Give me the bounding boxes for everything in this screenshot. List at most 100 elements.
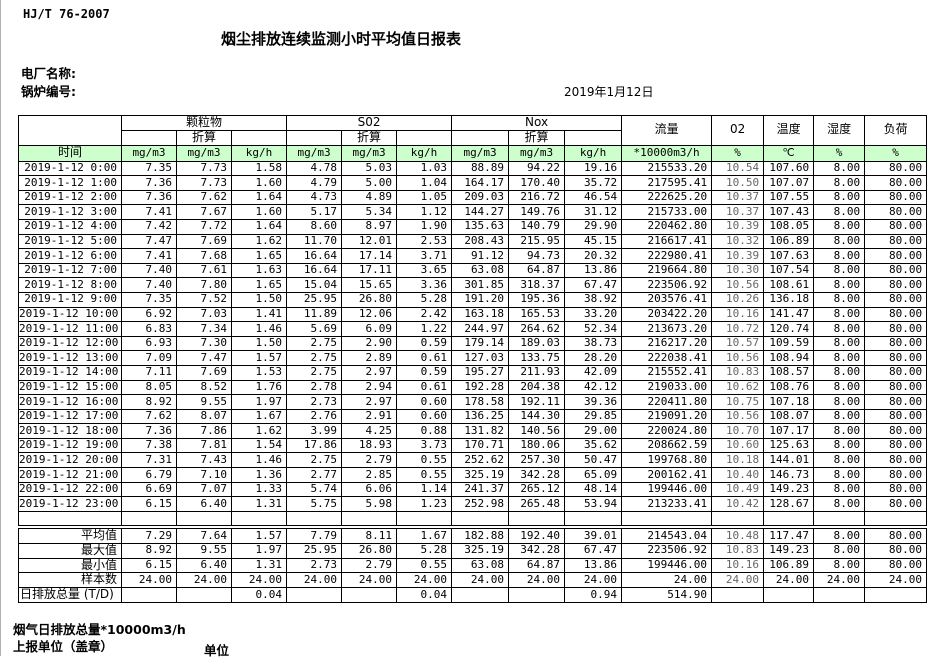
time-cell: 2019-1-12 8:00 bbox=[18, 277, 122, 293]
time-cell: 2019-1-12 6:00 bbox=[18, 248, 122, 264]
data-cell: 216.72 bbox=[508, 189, 566, 206]
empty-cell bbox=[864, 510, 928, 527]
time-cell: 2019-1-12 7:00 bbox=[18, 262, 122, 279]
summary-cell: 24.00 bbox=[176, 572, 232, 589]
data-cell: 8.00 bbox=[813, 218, 866, 235]
data-cell: 10.49 bbox=[711, 481, 765, 498]
unit-label: 单位 bbox=[204, 643, 230, 658]
data-cell: 1.33 bbox=[230, 481, 288, 498]
data-cell: 144.01 bbox=[763, 452, 815, 469]
table-row: 2019-1-12 6:00 7.41 7.68 1.65 16.64 17.14 3.71… bbox=[18, 248, 928, 264]
data-cell: 8.00 bbox=[813, 204, 866, 220]
data-cell: 7.81 bbox=[176, 437, 232, 454]
data-cell: 1.53 bbox=[230, 364, 288, 381]
summary-cell: 80.00 bbox=[864, 528, 927, 544]
data-cell: 7.36 bbox=[121, 189, 177, 206]
data-cell: 203422.20 bbox=[621, 306, 713, 323]
data-cell: 7.31 bbox=[121, 452, 177, 469]
time-cell: 2019-1-12 15:00 bbox=[18, 379, 122, 396]
data-cell: 7.73 bbox=[176, 160, 232, 177]
empty-cell bbox=[763, 510, 815, 527]
data-cell: 107.63 bbox=[763, 248, 815, 264]
data-cell: 1.64 bbox=[230, 189, 288, 206]
data-cell: 8.00 bbox=[813, 496, 866, 512]
summary-cell: 192.40 bbox=[508, 528, 565, 544]
data-cell: 11.89 bbox=[286, 306, 343, 323]
time-cell: 2019-1-12 16:00 bbox=[18, 394, 122, 410]
data-cell: 80.00 bbox=[864, 496, 928, 512]
data-cell: 8.52 bbox=[176, 379, 232, 396]
empty-cell bbox=[564, 510, 623, 527]
empty-cell bbox=[121, 510, 177, 527]
data-cell: 7.41 bbox=[121, 248, 177, 264]
data-cell: 80.00 bbox=[864, 379, 928, 396]
data-cell: 80.00 bbox=[864, 467, 928, 483]
data-cell: 1.60 bbox=[230, 175, 288, 191]
summary-row: 最小值 6.15 6.40 1.31 2.73 2.79 0.55 63.08 64.87 13.… bbox=[18, 557, 927, 574]
data-cell: 1.03 bbox=[396, 160, 453, 177]
data-cell: 208.43 bbox=[451, 233, 510, 250]
table-row: 2019-1-12 14:00 7.11 7.69 1.53 2.75 2.97 0.59 1… bbox=[18, 364, 928, 381]
data-cell: 7.35 bbox=[121, 291, 177, 308]
data-cell: 7.38 bbox=[121, 437, 177, 454]
data-cell: 19.16 bbox=[564, 160, 623, 177]
summary-cell: 24.00 bbox=[711, 572, 764, 589]
data-cell: 80.00 bbox=[864, 306, 928, 323]
data-cell: 127.03 bbox=[451, 350, 510, 366]
data-cell: 195.36 bbox=[508, 291, 566, 308]
data-cell: 219091.20 bbox=[621, 408, 713, 425]
unit-humidity-percent: % bbox=[813, 144, 866, 162]
data-cell: 7.42 bbox=[121, 218, 177, 235]
data-cell: 1.90 bbox=[396, 218, 453, 235]
data-cell: 209.03 bbox=[451, 189, 510, 206]
summary-cell: 24.00 bbox=[231, 572, 287, 589]
data-cell: 80.00 bbox=[864, 394, 928, 410]
subheader-converted-nox: 折算 bbox=[508, 129, 566, 146]
boiler-number-label: 锅炉编号: bbox=[21, 84, 76, 99]
data-cell: 1.04 bbox=[396, 175, 453, 191]
data-cell: 7.36 bbox=[121, 423, 177, 439]
data-cell: 10.56 bbox=[711, 277, 765, 293]
summary-cell: 8.11 bbox=[341, 528, 397, 544]
time-cell: 2019-1-12 4:00 bbox=[18, 218, 122, 235]
summary-cell bbox=[286, 587, 342, 603]
summary-label: 样本数 bbox=[18, 572, 122, 589]
data-cell: 318.37 bbox=[508, 277, 566, 293]
table-row: 2019-1-12 9:00 7.35 7.52 1.50 25.95 26.80 5.28… bbox=[18, 291, 928, 308]
summary-cell: 5.28 bbox=[396, 542, 452, 559]
summary-cell: 24.00 bbox=[121, 572, 177, 589]
empty-cell bbox=[451, 510, 510, 527]
summary-cell: 24.00 bbox=[564, 572, 622, 589]
unit-flow: *10000m3/h bbox=[621, 144, 713, 162]
data-cell: 7.68 bbox=[176, 248, 232, 264]
data-cell: 2.77 bbox=[286, 467, 343, 483]
data-cell: 2.97 bbox=[341, 394, 398, 410]
data-cell: 170.40 bbox=[508, 175, 566, 191]
table-row: 2019-1-12 21:00 6.79 7.10 1.36 2.77 2.85 0.55 3… bbox=[18, 467, 928, 483]
data-cell: 222980.41 bbox=[621, 248, 713, 264]
data-cell: 135.63 bbox=[451, 218, 510, 235]
col-group-particulate: 颗粒物 bbox=[120, 115, 288, 131]
data-cell: 1.12 bbox=[396, 204, 453, 220]
time-cell: 2019-1-12 22:00 bbox=[18, 481, 122, 498]
data-cell: 80.00 bbox=[864, 423, 928, 439]
data-cell: 16.64 bbox=[286, 262, 343, 279]
summary-label: 平均值 bbox=[18, 528, 122, 544]
data-cell: 5.34 bbox=[341, 204, 398, 220]
data-cell: 0.59 bbox=[396, 335, 453, 352]
data-cell: 213233.41 bbox=[621, 496, 713, 512]
data-cell: 7.86 bbox=[176, 423, 232, 439]
summary-cell bbox=[341, 587, 397, 603]
data-cell: 0.59 bbox=[396, 364, 453, 381]
data-cell: 7.10 bbox=[176, 467, 232, 483]
data-cell: 7.09 bbox=[121, 350, 177, 366]
data-cell: 7.03 bbox=[176, 306, 232, 323]
data-cell: 8.07 bbox=[176, 408, 232, 425]
subheader-blank bbox=[286, 129, 343, 146]
data-cell: 3.65 bbox=[396, 262, 453, 279]
data-cell: 7.35 bbox=[121, 160, 177, 177]
data-cell: 149.23 bbox=[763, 481, 815, 498]
data-cell: 10.56 bbox=[711, 408, 765, 425]
flue-gas-daily-total-label: 烟气日排放总量*10000m3/h bbox=[13, 622, 186, 637]
unit-so2-kg: kg/h bbox=[396, 144, 453, 162]
